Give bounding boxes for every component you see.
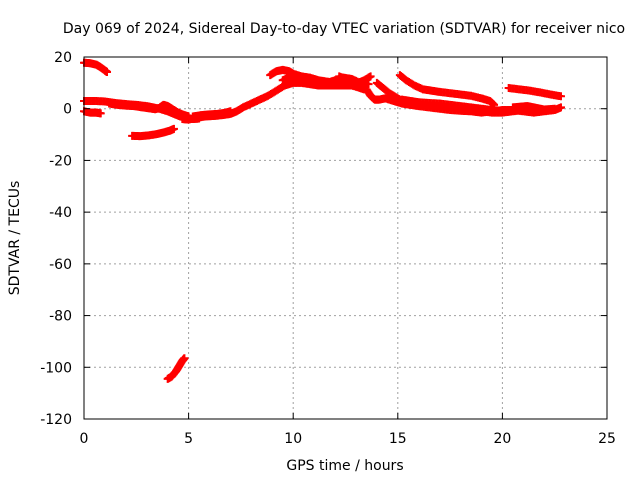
data-point	[548, 105, 557, 114]
y-tick-label: -40	[49, 205, 72, 221]
series-arc-16	[504, 84, 565, 101]
series-arc-14	[395, 71, 499, 109]
series-arc-1	[80, 58, 112, 76]
data-point	[103, 67, 112, 76]
y-tick-label: -120	[40, 412, 72, 428]
y-axis-label: SDTVAR / TECUs	[7, 181, 23, 296]
series-arc-11	[335, 72, 375, 87]
y-tick-label: -60	[49, 257, 72, 273]
y-tick-label: -20	[49, 153, 72, 169]
series-arc-5	[128, 124, 178, 141]
y-tick-label: -80	[49, 309, 72, 325]
y-tick-label: 20	[54, 50, 72, 66]
data-point	[96, 109, 105, 118]
x-tick-label: 5	[184, 431, 193, 447]
series-arc-8	[188, 107, 235, 121]
data-point	[180, 354, 189, 363]
data-point	[556, 103, 565, 112]
data-point	[169, 124, 178, 133]
y-tick-label: -100	[40, 360, 72, 376]
series-arc-17	[508, 102, 557, 115]
series-arc-3	[80, 107, 105, 118]
data-points	[80, 58, 565, 383]
plot-frame	[83, 56, 608, 420]
y-tick-label: 0	[63, 102, 72, 118]
series-arc-4	[105, 99, 193, 121]
series-arc-6	[163, 354, 189, 383]
grid-lines	[84, 57, 607, 419]
series-arc-15	[397, 95, 515, 116]
x-tick-label: 25	[598, 431, 616, 447]
x-tick-label: 15	[389, 431, 407, 447]
data-point	[366, 72, 375, 81]
x-tick-label: 0	[80, 431, 89, 447]
tick-labels: 0 5 10 15 20 25 -120 -100 -80 -60 -40 -20 0 20	[40, 50, 616, 447]
data-point	[226, 107, 235, 116]
x-axis-label: GPS time / hours	[286, 458, 403, 474]
x-tick-label: 20	[493, 431, 511, 447]
chart-title: Day 069 of 2024, Sidereal Day-to-day VTE…	[63, 21, 625, 37]
data-point	[556, 92, 565, 101]
axis-ticks	[83, 56, 608, 420]
x-tick-label: 10	[284, 431, 302, 447]
